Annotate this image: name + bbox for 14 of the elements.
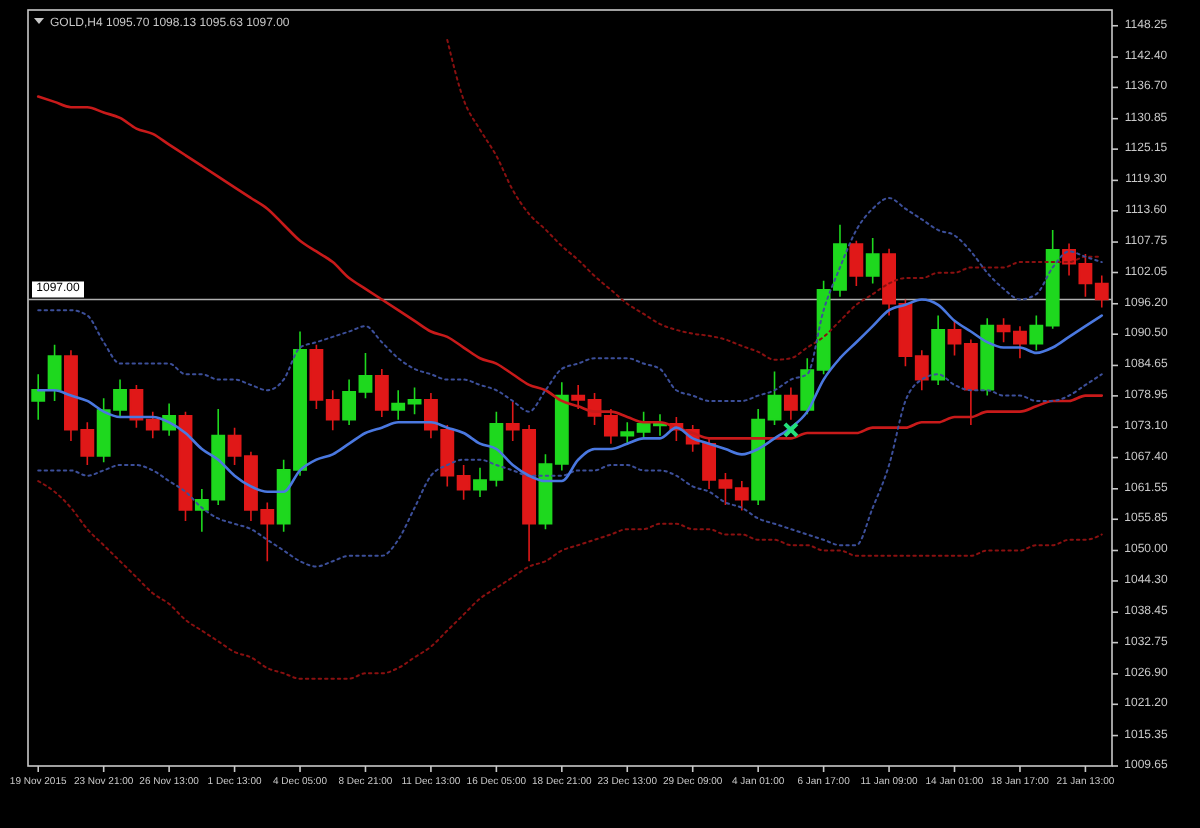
candlestick: [31, 373, 46, 421]
candlestick: [865, 237, 880, 285]
candlestick: [849, 239, 864, 287]
candlestick: [374, 368, 389, 418]
candlestick: [980, 317, 995, 397]
candlestick: [47, 344, 62, 402]
line-series: [37, 197, 1103, 413]
line-series: [37, 480, 1103, 680]
candlestick: [783, 386, 798, 421]
line-series: [37, 373, 1103, 568]
candlestick: [931, 314, 946, 386]
line-series: [446, 38, 1103, 361]
line-series: [36, 95, 1104, 440]
line-series: [36, 298, 1104, 494]
